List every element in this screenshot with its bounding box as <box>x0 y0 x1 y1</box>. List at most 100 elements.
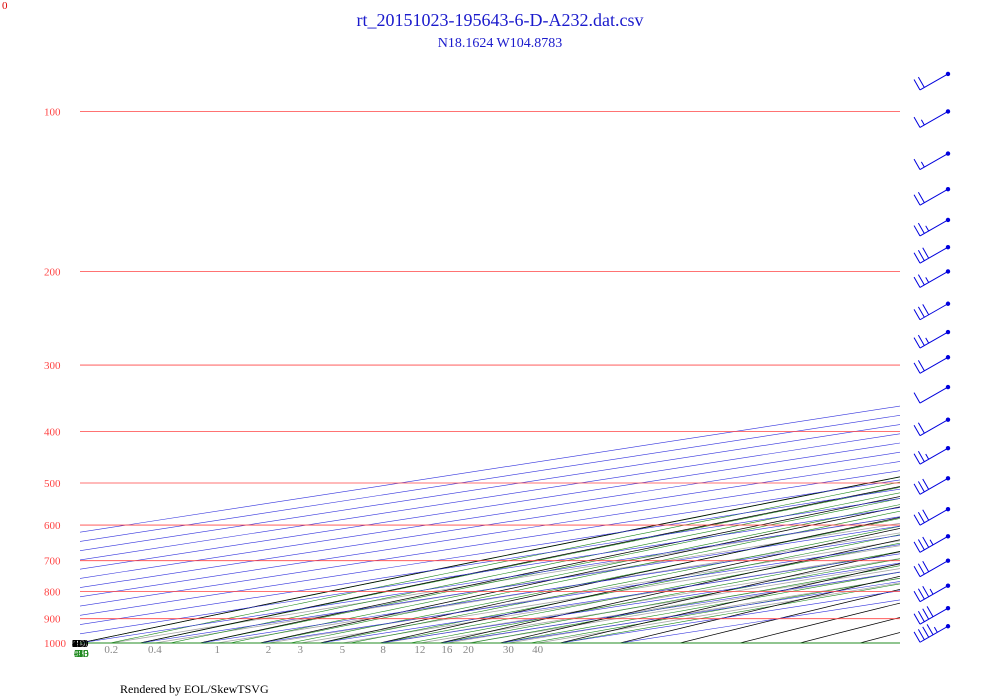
wind-barb-staff <box>919 188 949 206</box>
mixing-ratio-label: 2 <box>266 644 272 656</box>
dry-adiabat-line <box>559 563 900 643</box>
wind-barb-flag <box>917 222 925 234</box>
mixing-ratio-label: 0.4 <box>148 644 162 656</box>
wind-barb-half-flag <box>920 119 925 126</box>
wind-barb-flag <box>913 158 921 170</box>
mixing-ratio-label: 30 <box>503 644 515 656</box>
dry-adiabat-line <box>139 486 900 643</box>
dry-adiabat-left-label: -40 <box>72 638 87 650</box>
dry-adiabat-left-label: 70 <box>72 638 84 650</box>
moist-adiabat-line <box>439 558 900 643</box>
mixing-ratio-label: 5 <box>340 644 346 656</box>
wind-barb <box>913 417 951 437</box>
wind-barb-staff <box>919 303 949 321</box>
wind-barb-flag <box>913 362 921 374</box>
dry-adiabat-left-label: 40 <box>72 638 84 650</box>
wind-barb-flag <box>913 392 921 404</box>
wind-barb-flag <box>913 566 921 577</box>
mixing-ratio-label: 16 <box>441 644 453 656</box>
wind-barb-station-dot <box>945 476 951 481</box>
moist-adiabat-label: -30 <box>74 648 89 660</box>
moist-adiabat-line <box>319 526 900 643</box>
isotherm-line <box>379 562 900 643</box>
wind-barb-flag <box>917 611 925 622</box>
wind-barb-flag <box>917 334 925 346</box>
wind-barb-half-flag <box>933 626 938 633</box>
dry-adiabat-left-label: 50 <box>72 638 84 650</box>
wind-barb-flag <box>917 76 925 88</box>
wind-barb-flag <box>917 481 925 493</box>
isotherm-line <box>80 424 900 551</box>
wind-barb <box>913 244 951 264</box>
dry-adiabat-left-label: 20 <box>72 638 84 650</box>
wind-barb-staff <box>919 356 949 374</box>
moist-adiabat-line <box>259 510 900 643</box>
moist-adiabat-line <box>169 492 900 643</box>
wind-barb <box>913 558 951 578</box>
dry-adiabat-left-label: 110 <box>72 638 89 650</box>
wind-barb-station-dot <box>945 329 951 335</box>
wind-barb-station-dot <box>945 355 951 360</box>
dry-adiabat-line <box>199 496 900 643</box>
wind-barb-half-flag <box>925 225 930 232</box>
mixing-ratio-label: 20 <box>463 644 475 656</box>
wind-barb-flag <box>922 247 930 259</box>
isobar-label: 300 <box>44 360 61 372</box>
wind-barb-staff <box>919 331 949 349</box>
wind-barb-staff <box>919 419 949 437</box>
isobar-label: 600 <box>44 520 61 532</box>
isotherm-line <box>80 479 900 607</box>
moist-adiabat-label: -10 <box>74 648 89 660</box>
moist-adiabat-line <box>229 504 900 643</box>
wind-barb <box>913 476 951 495</box>
mixing-ratio-label: 40 <box>532 644 544 656</box>
wind-barb <box>913 151 951 171</box>
isotherm-line <box>80 488 900 616</box>
wind-barb-flag <box>913 631 921 643</box>
wind-barb-flag <box>922 586 930 597</box>
wind-barb-half-flag <box>920 161 925 168</box>
dry-adiabat-left-label: 0 <box>72 638 78 650</box>
wind-barb <box>913 384 951 404</box>
wind-barb-flag <box>913 453 921 465</box>
isotherm-line <box>259 544 900 643</box>
dry-adiabat-line <box>499 551 900 643</box>
mixing-ratio-label: 8 <box>380 644 386 656</box>
moist-adiabat-line <box>349 534 900 643</box>
wind-barb-flag <box>917 192 925 203</box>
wind-barb-half-flag <box>925 277 930 283</box>
wind-barb-flag <box>917 250 925 261</box>
mixing-ratio-label: 0.2 <box>104 644 118 656</box>
wind-barb-station-dot <box>945 417 951 422</box>
wind-barb <box>913 109 951 128</box>
wind-barb-staff <box>919 111 949 128</box>
isotherm-line <box>80 405 900 533</box>
wind-barb-staff <box>919 153 949 171</box>
wind-barb <box>913 355 951 374</box>
isotherm-line <box>80 415 900 542</box>
wind-barb-flag <box>913 194 921 206</box>
moist-adiabat-line <box>109 481 900 643</box>
wind-barb-flag <box>913 252 921 264</box>
moist-adiabat-label: 10 <box>74 648 86 660</box>
isotherm-line <box>80 516 900 643</box>
dry-adiabat-left-label: -30 <box>72 638 87 650</box>
isotherm-line <box>559 590 900 643</box>
wind-barb <box>913 217 951 237</box>
wind-barb-flag <box>913 116 921 128</box>
dry-adiabat-left-label: 60 <box>72 638 84 650</box>
dry-adiabat-line <box>379 528 900 643</box>
isotherm-line <box>80 451 900 579</box>
wind-barb-flag <box>917 588 925 600</box>
dry-adiabat-line <box>739 602 900 643</box>
wind-barb-flag <box>926 624 934 636</box>
wind-barb-half-flag <box>925 337 930 344</box>
wind-barb-flag <box>917 512 925 523</box>
moist-adiabat-label: -15 <box>74 648 89 660</box>
wind-barb <box>913 71 951 91</box>
moist-adiabat-label: -25 <box>74 648 89 660</box>
mixing-ratio-line <box>217 532 900 643</box>
wind-barb-flag <box>917 539 925 551</box>
mixing-ratio-line <box>383 558 900 643</box>
